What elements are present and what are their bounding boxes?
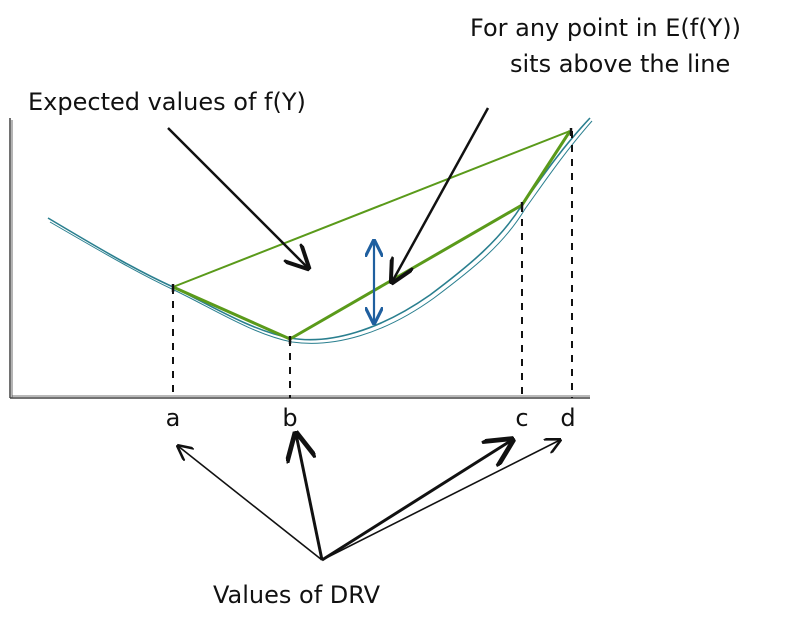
- chord-b-c: [289, 203, 523, 341]
- tick-label-d: d: [560, 404, 575, 432]
- tick-label-b: b: [282, 404, 297, 432]
- curve-line-double: [49, 120, 593, 344]
- chord-a-b: [172, 285, 291, 341]
- axes: [9, 118, 590, 399]
- annotation-top-right-line2: sits above the line: [510, 50, 730, 78]
- annotation-values-of-drv: Values of DRV: [213, 581, 381, 609]
- annotation-top-right-line1: For any point in E(f(Y)): [470, 14, 741, 42]
- arrow-expected: [167, 127, 308, 268]
- tick-label-c: c: [515, 404, 528, 432]
- arrow-drv-b: [296, 434, 324, 561]
- point-markers: [171, 128, 573, 344]
- annotation-expected-values: Expected values of f(Y): [28, 88, 306, 116]
- chord-a-d: [172, 130, 571, 288]
- dashed-guides: [172, 131, 573, 398]
- tick-label-a: a: [166, 404, 181, 432]
- arrow-above-line: [392, 107, 490, 282]
- arrow-drv-d: [321, 440, 560, 561]
- tick-labels: a b c d: [166, 404, 576, 432]
- chords: [172, 130, 572, 341]
- chord-c-d: [520, 130, 572, 206]
- arrow-drv-c: [321, 440, 512, 562]
- arrow-drv-a: [178, 446, 323, 561]
- convex-curve: [47, 117, 593, 344]
- annotation-arrows: [167, 107, 560, 562]
